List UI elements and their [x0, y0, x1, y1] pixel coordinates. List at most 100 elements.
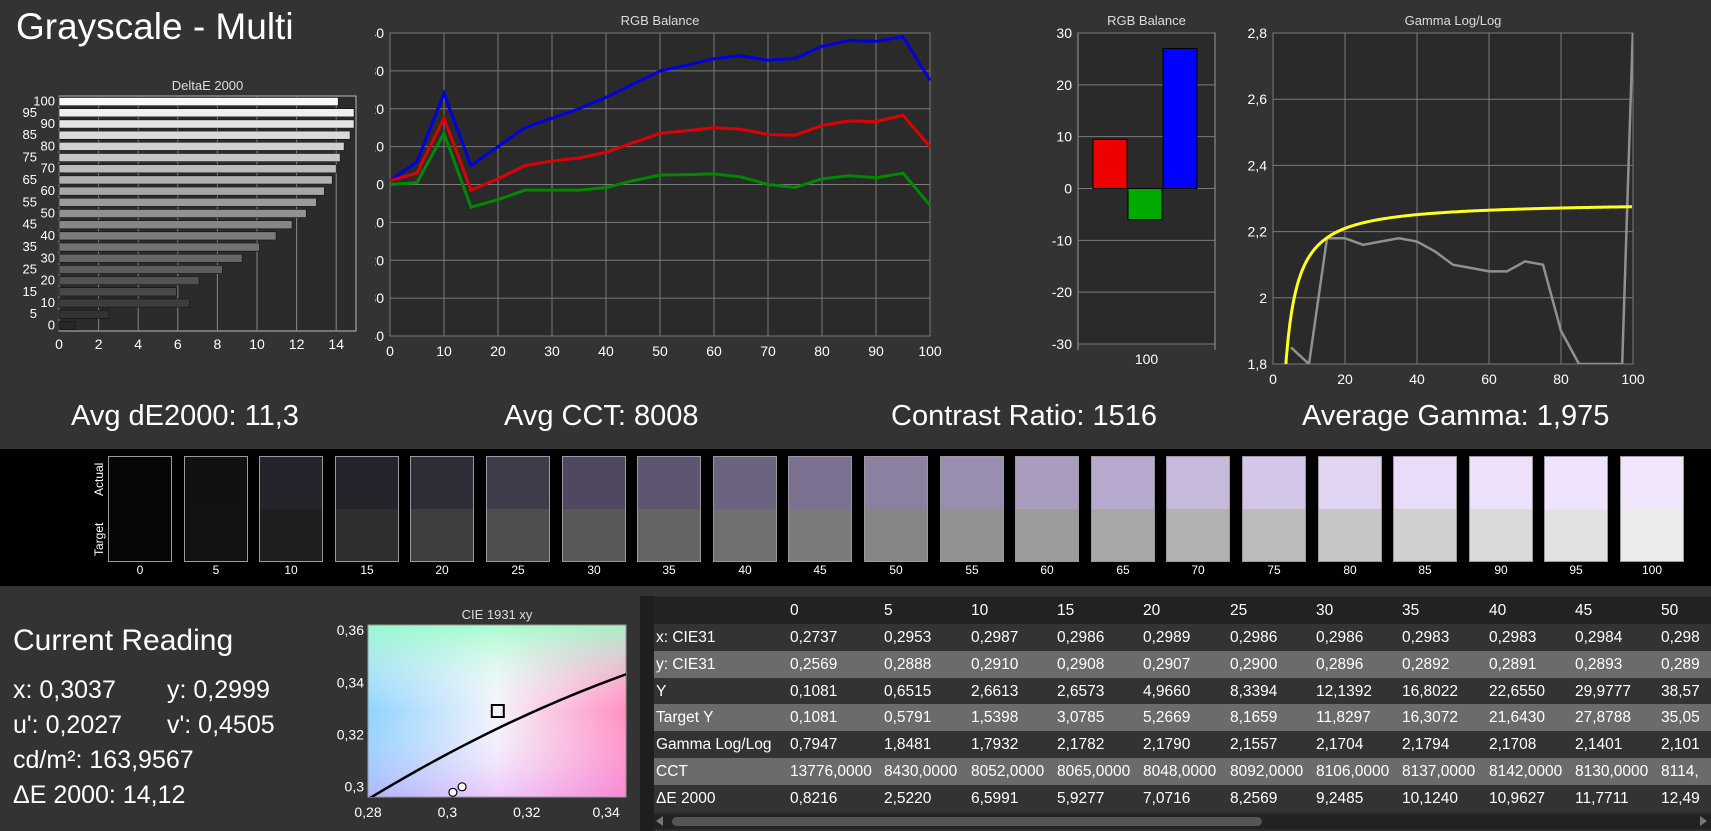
cie-x-tick: 0,32: [513, 804, 540, 820]
cie-y-tick: 0,34: [337, 674, 364, 690]
swatch-label: 5: [212, 563, 220, 577]
rgbl-y-tick: 30: [375, 63, 384, 79]
table-cell: 0,289: [1661, 655, 1700, 673]
swatch-95: [1544, 456, 1608, 562]
cie-measured-point: [457, 782, 467, 792]
gamma-series-line: [1290, 33, 1633, 364]
table-row-label: x: CIE31: [656, 629, 716, 646]
table-row-label: Gamma Log/Log: [656, 736, 772, 754]
swatch-target: [1545, 509, 1607, 561]
table-cell: 11,7711: [1575, 789, 1629, 807]
table-column-header: 50: [1661, 602, 1679, 619]
table-cell: 3,0785: [1057, 709, 1105, 727]
de-y-tick: 30: [41, 250, 55, 265]
de-bar: [58, 186, 325, 196]
table-cell: 0,2910: [971, 655, 1019, 673]
table-cell: 2,1790: [1143, 736, 1191, 754]
contrast-summary: Contrast Ratio: 1516: [891, 400, 1157, 432]
table-cell: 8,1659: [1230, 709, 1278, 727]
table-cell: 7,0716: [1143, 789, 1191, 807]
de-bar: [58, 119, 355, 129]
cie-y-tick: 0,3: [345, 779, 365, 795]
table-cell: 6,5991: [971, 789, 1019, 807]
table-cell: 0,2737: [790, 629, 838, 646]
de-y-tick: 50: [41, 206, 55, 221]
cie-x-tick: 0,28: [354, 804, 381, 820]
rgbl-x-tick: 70: [760, 343, 776, 359]
de-y-tick: 100: [33, 94, 55, 109]
swatch-target: [1394, 509, 1456, 561]
table-cell: 12,1392: [1316, 682, 1373, 700]
de-y-tick: 0: [48, 317, 55, 332]
swatch-label: 20: [435, 563, 449, 577]
reading-de2000: ΔE 2000: 14,12: [13, 781, 186, 809]
swatch-65: [1091, 456, 1155, 562]
table-row: y: CIE31 0,2569 0,2888 0,2910 0,2908 0,2907 0,…: [654, 650, 1711, 678]
page-title: Grayscale - Multi: [16, 6, 294, 47]
swatch-target: [1319, 509, 1381, 561]
swatch-55: [940, 456, 1004, 562]
table-row-label: Target Y: [656, 709, 714, 727]
table-cell: 8130,0000: [1575, 763, 1649, 780]
rgbl-x-tick: 80: [814, 343, 830, 359]
rgbl-y-tick: 0: [376, 177, 384, 193]
swatch-target: [1016, 509, 1078, 561]
swatch-target: [260, 509, 322, 561]
swatch-label: 55: [965, 563, 979, 577]
swatch-target: [714, 509, 776, 561]
table-cell: 0,2986: [1316, 629, 1364, 646]
table-cell: 8106,0000: [1316, 763, 1390, 780]
cie-plot-group: [369, 672, 626, 797]
rgbb-y-tick: -30: [1052, 336, 1072, 352]
table-cell: 12,49: [1661, 789, 1700, 807]
table-cell: 0,6515: [884, 682, 932, 700]
swatch-label: 85: [1418, 563, 1432, 577]
horizontal-scrollbar[interactable]: [654, 814, 1711, 829]
de-x-tick: 8: [214, 336, 222, 352]
scrollbar-thumb[interactable]: [672, 817, 1262, 826]
swatch-target: [1621, 509, 1683, 561]
table-cell: 8142,0000: [1489, 763, 1563, 780]
de-bar: [58, 164, 337, 174]
table-cell: 0,5791: [884, 709, 932, 727]
table-cell: 0,2986: [1230, 629, 1278, 646]
de-bar: [58, 175, 333, 185]
table-cell: 2,6613: [971, 682, 1019, 700]
de-bar: [58, 265, 223, 274]
table-cell: 8,2569: [1230, 789, 1278, 807]
swatch-70: [1166, 456, 1230, 562]
table-row: Y 0,1081 0,6515 2,6613 2,6573 4,9660 8,3394 12,…: [654, 677, 1711, 705]
swatch-target: [411, 509, 473, 561]
scroll-right-icon[interactable]: [1700, 816, 1707, 826]
de-bar: [58, 108, 355, 118]
table-column-header: 10: [971, 602, 989, 619]
de-y-tick: 10: [41, 295, 55, 310]
de-bar: [58, 197, 317, 207]
scroll-left-icon[interactable]: [656, 816, 663, 826]
table-cell: 0,7947: [790, 736, 838, 754]
table-cell: 8052,0000: [971, 763, 1045, 780]
table-cell: 4,9660: [1143, 682, 1191, 700]
table-row-label: CCT: [656, 763, 688, 780]
gamma-plot-area: [1272, 32, 1634, 365]
de-y-tick: 95: [23, 105, 37, 120]
swatch-target: [1092, 509, 1154, 561]
reading-u: u': 0,2027: [13, 711, 123, 739]
swatch-target: [336, 509, 398, 561]
de-y-tick: 75: [23, 150, 37, 165]
rgbb-y-tick: 0: [1064, 181, 1072, 197]
table-cell: 2,101: [1661, 736, 1700, 754]
swatch-60: [1015, 456, 1079, 562]
de-bar: [58, 253, 243, 263]
reading-v: v': 0,4505: [167, 711, 275, 739]
swatch-actual: [336, 457, 398, 509]
swatch-target: [109, 509, 171, 561]
de-y-tick: 85: [23, 127, 37, 142]
swatch-actual: [1243, 457, 1305, 509]
rgbl-y-tick: -10: [375, 214, 384, 230]
rgbl-y-tick: -40: [375, 328, 384, 344]
gamma-title: Gamma Log/Log: [1405, 13, 1502, 28]
cie-xy-chart: CIE 1931 xy 0,28 0,3 0,32 0,34 0,36 0,34 0,32 0,…: [337, 607, 627, 820]
swatch-75: [1242, 456, 1306, 562]
table-cell: 0,1081: [790, 682, 838, 700]
